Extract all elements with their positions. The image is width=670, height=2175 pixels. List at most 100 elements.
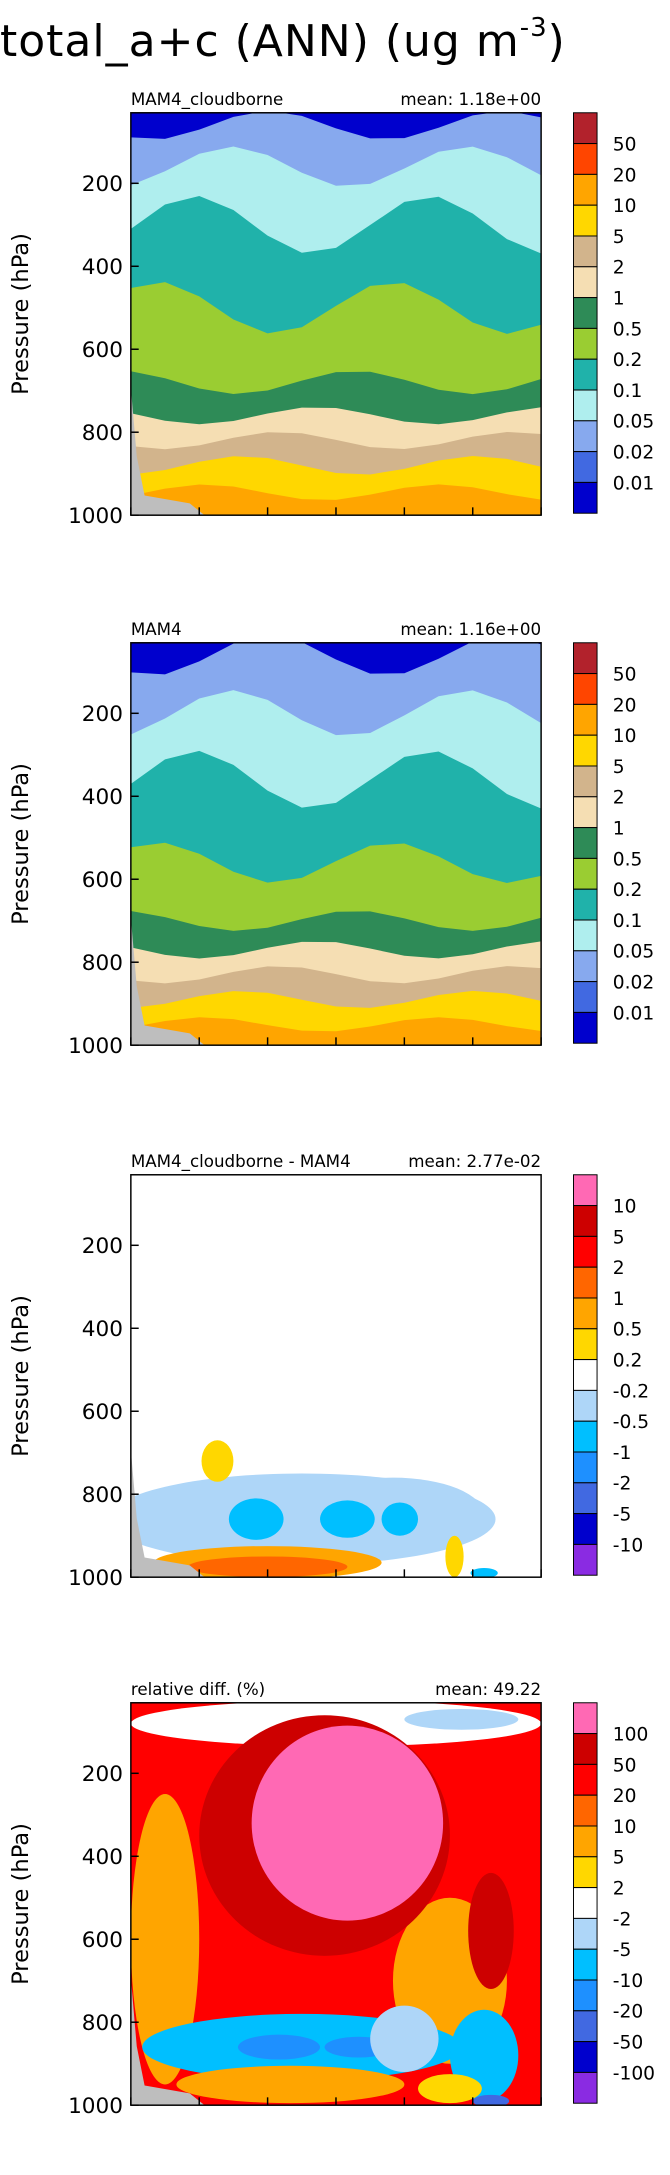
x-tick-label: 0 xyxy=(329,1054,343,1055)
colorbar-label: -5 xyxy=(613,1940,632,1961)
panel-mean: mean: 2.77e-02 xyxy=(408,1152,541,1171)
contour-level--50 xyxy=(472,2094,510,2106)
colorbar-label: 20 xyxy=(613,1786,637,1807)
contour-level--1 xyxy=(381,1502,419,1536)
colorbar-swatch xyxy=(573,1359,598,1391)
colorbar-swatch xyxy=(573,919,598,952)
x-tick-label: 90N xyxy=(519,2114,563,2115)
colorbar-label: 0.02 xyxy=(613,442,654,463)
topography-mask xyxy=(130,1977,205,2106)
y-tick-label: 400 xyxy=(82,785,123,810)
y-tick-label: 200 xyxy=(82,702,123,727)
x-tick-label: 60N xyxy=(451,524,495,525)
contour-level-10 xyxy=(130,1017,542,1046)
colorbar-swatch xyxy=(573,950,598,983)
page-title-close: ) xyxy=(547,16,566,67)
x-tick-label: 90S xyxy=(110,1586,151,1587)
colorbar-swatch xyxy=(573,358,598,391)
colorbar-swatch xyxy=(573,143,598,175)
page-title-main: total_a+c (ANN) (ug m xyxy=(0,16,520,67)
x-tick-label: 90S xyxy=(110,1054,151,1055)
colorbar-swatch xyxy=(573,112,598,145)
x-tick-label: 90S xyxy=(110,524,151,525)
colorbar-label: 1 xyxy=(613,288,625,309)
contour-level-5 xyxy=(130,1794,200,2085)
x-tick-label: 30N xyxy=(383,524,427,525)
y-tick-label: 400 xyxy=(82,255,123,280)
x-tick-label: 60N xyxy=(451,1586,495,1587)
x-tick-label: 60S xyxy=(179,524,220,525)
colorbar-label: 0.2 xyxy=(613,350,643,371)
colorbar-swatch xyxy=(573,1297,598,1330)
colorbar-label: 50 xyxy=(613,134,637,155)
colorbar-label: 2 xyxy=(613,1258,625,1279)
y-tick-label: 800 xyxy=(82,421,123,446)
colorbar-swatch xyxy=(573,981,598,1013)
colorbar-swatch xyxy=(573,1389,598,1422)
colorbar-swatch xyxy=(573,1733,598,1765)
colorbar-label: 0.05 xyxy=(613,942,654,963)
colorbar-swatch xyxy=(573,642,598,675)
colorbar-label: 0.5 xyxy=(613,319,643,340)
colorbar-swatch xyxy=(573,420,598,453)
colorbar-swatch xyxy=(573,765,598,798)
x-tick-label: 30N xyxy=(383,1054,427,1055)
colorbar-label: -10 xyxy=(613,1971,643,1992)
y-axis-label: Pressure (hPa) xyxy=(8,1295,34,1457)
contour-panel-1: MAM4_cloudborne mean: 1.18e+00 90S 60S 30S 0 3… xyxy=(8,90,654,525)
colorbar-label: 0.2 xyxy=(613,1350,643,1371)
colorbar-swatch xyxy=(573,1420,598,1453)
x-tick-label: 60S xyxy=(179,2114,220,2115)
x-tick-label: 60S xyxy=(179,1586,220,1587)
y-tick-label: 800 xyxy=(82,951,123,976)
x-tick-label: 30S xyxy=(247,524,288,525)
colorbar-swatch xyxy=(573,857,598,890)
colorbar-swatch xyxy=(573,1763,598,1796)
colorbar-label: 1 xyxy=(613,818,625,839)
colorbar-label: -10 xyxy=(613,1535,643,1556)
colorbar-swatch xyxy=(573,827,598,859)
colorbar-label: 0.5 xyxy=(613,1320,643,1341)
contour-level-2 xyxy=(418,2074,482,2104)
y-tick-label: 200 xyxy=(82,1762,123,1787)
colorbar-label: 2 xyxy=(613,258,625,279)
colorbar-label: 10 xyxy=(613,1196,637,1217)
x-tick-label: 90N xyxy=(519,1054,563,1055)
colorbar-swatch xyxy=(573,796,598,829)
colorbar-swatch xyxy=(573,2041,598,2073)
colorbar-label: 0.05 xyxy=(613,412,654,433)
x-tick-label: 0 xyxy=(329,1586,343,1587)
colorbar-swatch xyxy=(573,1794,598,1827)
x-tick-label: 90S xyxy=(110,2114,151,2115)
colorbar-swatch xyxy=(573,2010,598,2043)
colorbar-label: 5 xyxy=(613,1848,625,1869)
colorbar-label: 10 xyxy=(613,196,637,217)
x-tick-label: 0 xyxy=(329,524,343,525)
colorbar-swatch xyxy=(573,703,598,736)
topography-mask xyxy=(130,917,205,1046)
colorbar-label: 20 xyxy=(613,165,637,186)
colorbar-swatch xyxy=(573,327,598,360)
colorbar-label: 2 xyxy=(613,1878,625,1899)
colorbar-label: -20 xyxy=(613,2002,643,2023)
colorbar-swatch xyxy=(573,266,598,299)
page-title: total_a+c (ANN) (ug m-3) xyxy=(0,2,566,68)
y-tick-label: 800 xyxy=(82,2011,123,2036)
colorbar-swatch xyxy=(573,1482,598,1515)
y-tick-label: 400 xyxy=(82,1317,123,1342)
y-tick-label: 600 xyxy=(82,868,123,893)
colorbar-label: -5 xyxy=(613,1504,632,1525)
colorbar-swatch xyxy=(573,734,598,767)
panel-mean: mean: 49.22 xyxy=(435,1680,541,1699)
colorbar-label: 10 xyxy=(613,1817,637,1838)
y-tick-label: 400 xyxy=(82,1845,123,1870)
colorbar-label: 0.02 xyxy=(613,972,654,993)
contour-level--5 xyxy=(370,2005,439,2072)
x-tick-label: 60N xyxy=(451,2114,495,2115)
colorbar-swatch xyxy=(573,1174,598,1207)
y-axis-label: Pressure (hPa) xyxy=(8,763,34,925)
colorbar-swatch xyxy=(573,673,598,705)
topography-mask xyxy=(130,387,205,516)
panel-mean: mean: 1.16e+00 xyxy=(400,620,541,639)
